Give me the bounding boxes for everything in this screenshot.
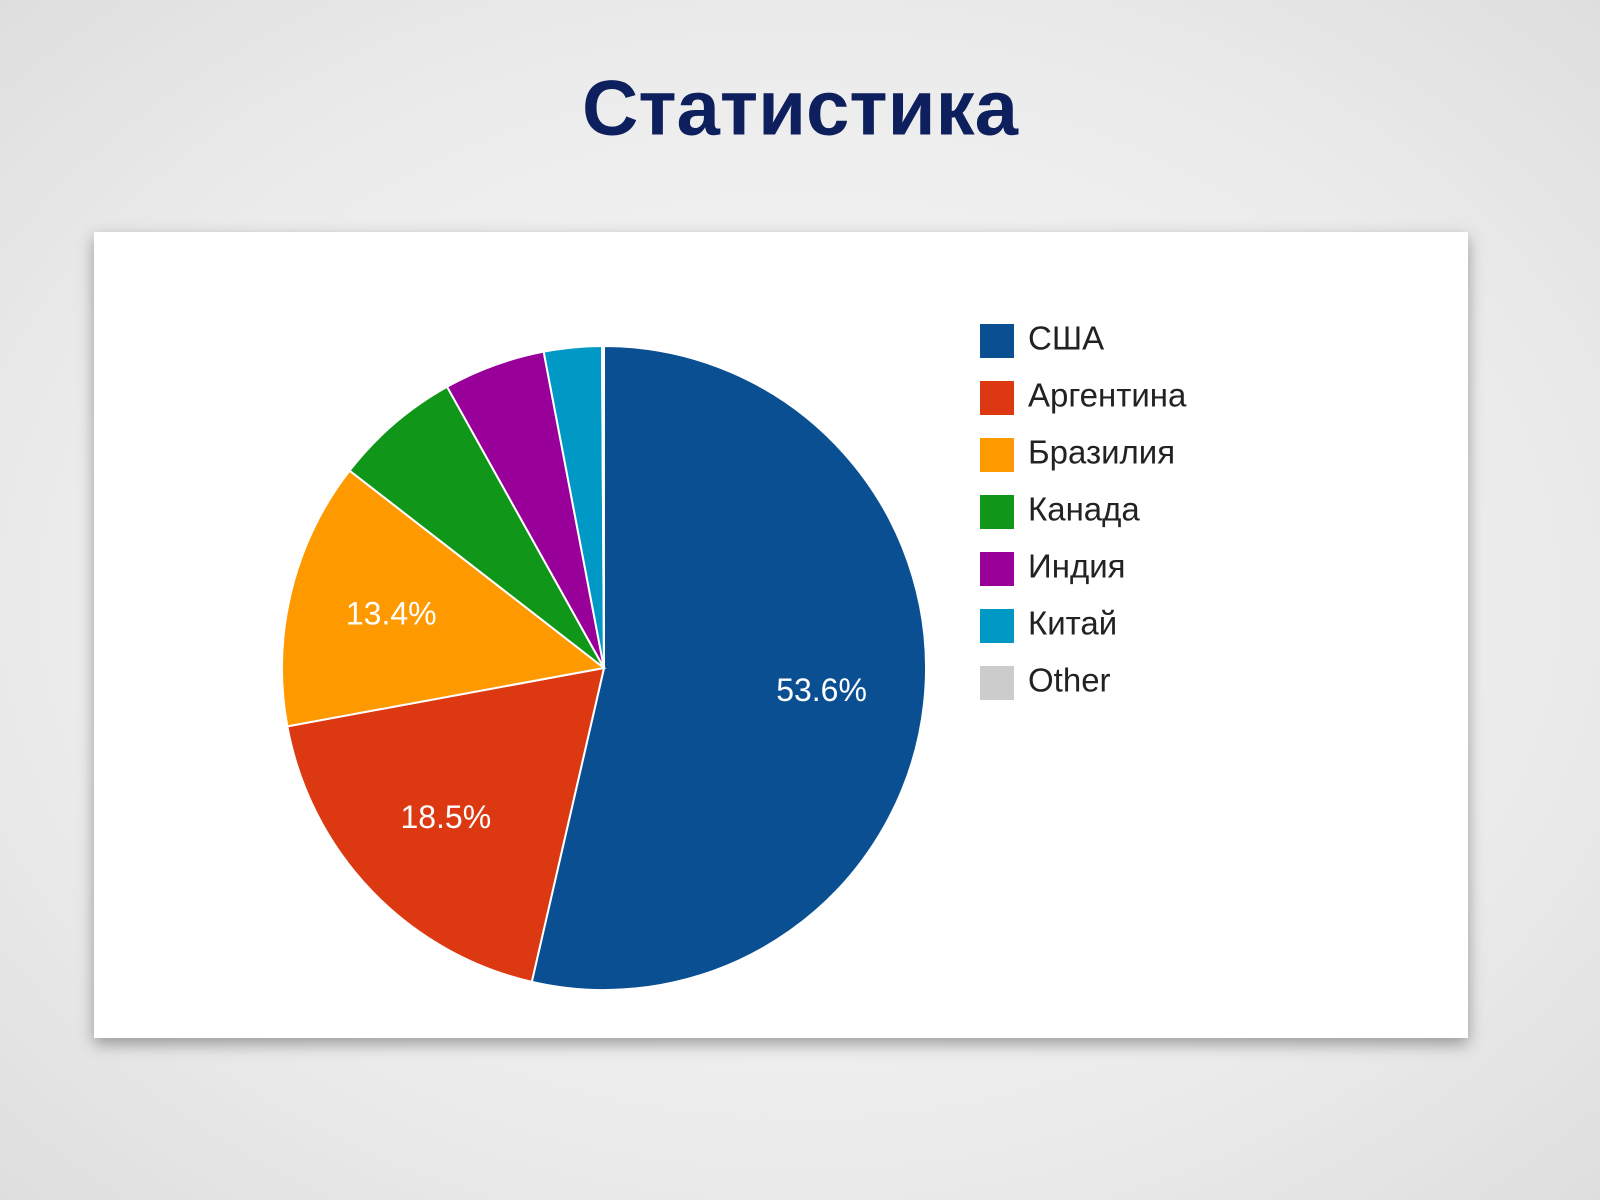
legend-label: Индия <box>1028 548 1126 585</box>
pie-slice <box>348 385 605 669</box>
slide-title: Статистика <box>582 64 1019 152</box>
legend-swatch <box>980 381 1014 415</box>
legend-swatch <box>980 666 1014 700</box>
pie-slice <box>286 666 606 983</box>
pie-slice <box>600 344 605 669</box>
legend: США Аргентина Бразилия Канада Индия Китай Othe… <box>980 320 1187 700</box>
legend-swatch <box>980 495 1014 529</box>
slice-label: 53.6% <box>776 672 867 708</box>
legend-label: Китай <box>1028 605 1117 642</box>
pie-slice <box>281 469 607 728</box>
slice-label: 18.5% <box>400 799 491 835</box>
legend-label: Other <box>1028 662 1111 699</box>
legend-swatch <box>980 609 1014 643</box>
legend-label: Бразилия <box>1028 434 1175 471</box>
legend-label: Аргентина <box>1028 377 1187 414</box>
legend-label: Канада <box>1028 491 1140 528</box>
slice-label: 13.4% <box>346 596 437 632</box>
pie: 53.6% 18.5% 13.4% <box>281 344 927 991</box>
pie-slice <box>530 344 927 991</box>
legend-swatch <box>980 324 1014 358</box>
legend-swatch <box>980 438 1014 472</box>
legend-swatch <box>980 552 1014 586</box>
legend-label: США <box>1028 320 1104 357</box>
